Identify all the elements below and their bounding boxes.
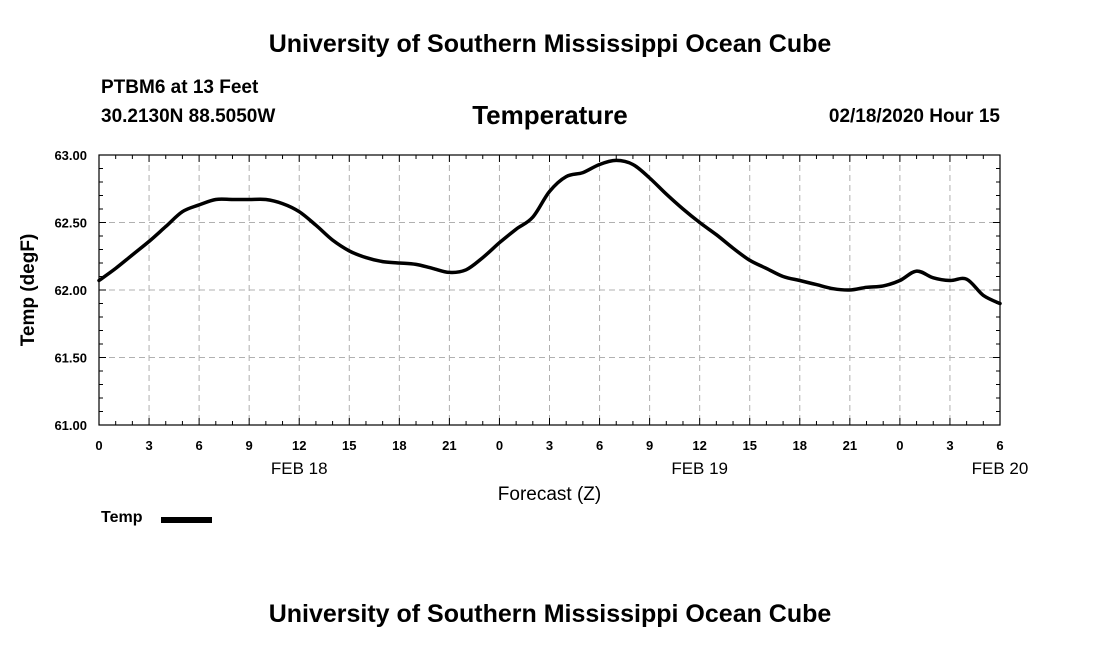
- x-tick-label: 0: [496, 438, 503, 453]
- chart-title: Temperature: [472, 100, 628, 130]
- x-tick-label: 0: [896, 438, 903, 453]
- date-label: FEB 18: [271, 459, 328, 478]
- y-tick-label: 62.50: [54, 216, 87, 231]
- station-label: PTBM6 at 13 Feet: [101, 77, 259, 98]
- x-tick-label: 18: [793, 438, 807, 453]
- x-tick-label: 15: [342, 438, 356, 453]
- date-label: FEB 20: [972, 459, 1029, 478]
- y-tick-label: 63.00: [54, 148, 87, 163]
- y-tick-label: 62.00: [54, 283, 87, 298]
- x-tick-label: 9: [246, 438, 253, 453]
- x-tick-label: 3: [145, 438, 152, 453]
- y-axis-label: Temp (degF): [18, 234, 39, 347]
- legend-label: Temp: [101, 509, 143, 526]
- x-tick-label: 12: [292, 438, 306, 453]
- date-label: FEB 19: [671, 459, 728, 478]
- x-tick-label: 0: [95, 438, 102, 453]
- x-tick-label: 21: [442, 438, 456, 453]
- top-title: University of Southern Mississippi Ocean…: [268, 30, 832, 58]
- coordinates-label: 30.2130N 88.5050W: [101, 106, 276, 127]
- x-tick-label: 21: [843, 438, 857, 453]
- x-tick-label: 6: [996, 438, 1003, 453]
- x-tick-label: 18: [392, 438, 406, 453]
- y-tick-label: 61.00: [54, 418, 87, 433]
- bottom-title: University of Southern Mississippi Ocean…: [268, 600, 832, 628]
- forecast-datetime: 02/18/2020 Hour 15: [828, 106, 1000, 127]
- y-tick-label: 61.50: [54, 351, 87, 366]
- x-tick-label: 15: [742, 438, 756, 453]
- legend-swatch: [161, 517, 212, 523]
- x-tick-label: 6: [596, 438, 603, 453]
- x-tick-label: 6: [195, 438, 202, 453]
- x-tick-label: 3: [946, 438, 953, 453]
- plot-frame: [98, 154, 1001, 426]
- x-tick-label: 3: [546, 438, 553, 453]
- x-tick-label: 12: [692, 438, 706, 453]
- temp-series-line: [97, 158, 1002, 306]
- x-axis-label: Forecast (Z): [498, 484, 601, 505]
- x-tick-label: 9: [646, 438, 653, 453]
